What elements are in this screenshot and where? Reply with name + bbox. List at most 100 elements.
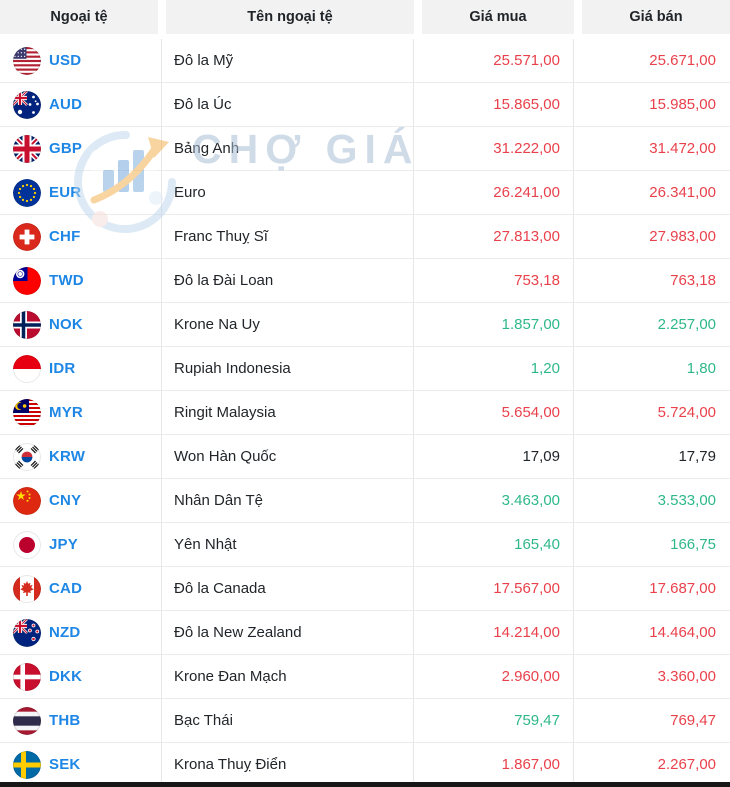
sell-price: 3.533,00 <box>657 492 716 509</box>
krw-flag-icon <box>13 442 41 471</box>
sell-price: 2.267,00 <box>657 756 716 773</box>
buy-price: 15.865,00 <box>493 96 560 113</box>
currency-cell: CAD <box>0 574 162 603</box>
currency-cell: NOK <box>0 310 162 339</box>
sell-price: 3.360,00 <box>657 668 716 685</box>
sell-price: 31.472,00 <box>649 140 716 157</box>
currency-name: Won Hàn Quốc <box>174 448 277 465</box>
currency-name: Bạc Thái <box>174 712 233 729</box>
sell-price: 166,75 <box>670 536 716 553</box>
buy-price: 5.654,00 <box>501 404 560 421</box>
currency-name: Đô la Úc <box>174 96 232 113</box>
currency-name: Krone Na Uy <box>174 316 260 333</box>
currency-row-eur[interactable]: EUR Euro 26.241,00 26.341,00 <box>0 171 730 215</box>
currency-code: NOK <box>49 316 83 333</box>
aud-flag-icon <box>13 90 41 119</box>
currency-cell: THB <box>0 706 162 735</box>
buy-price: 1,20 <box>530 360 560 377</box>
sell-price: 17,79 <box>678 448 716 465</box>
currency-cell: CHF <box>0 222 162 251</box>
buy-price: 165,40 <box>514 536 560 553</box>
currency-name: Nhân Dân Tệ <box>174 492 263 509</box>
currency-cell: CNY <box>0 486 162 515</box>
buy-price: 17.567,00 <box>493 580 560 597</box>
currency-code: NZD <box>49 624 81 641</box>
buy-price: 27.813,00 <box>493 228 560 245</box>
currency-name: Euro <box>174 184 206 201</box>
sell-price: 763,18 <box>670 272 716 289</box>
header-buy-price: Giá mua <box>422 0 574 34</box>
buy-price: 25.571,00 <box>493 52 560 69</box>
sek-flag-icon <box>13 750 41 779</box>
cad-flag-icon <box>13 574 41 603</box>
header-currency: Ngoại tệ <box>0 0 158 34</box>
currency-row-krw[interactable]: KRW Won Hàn Quốc 17,09 17,79 <box>0 435 730 479</box>
currency-code: DKK <box>49 668 83 685</box>
currency-name: Đô la Đài Loan <box>174 272 274 289</box>
currency-cell: USD <box>0 46 162 75</box>
gbp-flag-icon <box>13 134 41 163</box>
currency-row-cny[interactable]: CNY Nhân Dân Tệ 3.463,00 3.533,00 <box>0 479 730 523</box>
buy-price: 753,18 <box>514 272 560 289</box>
bottom-bar <box>0 782 730 787</box>
currency-row-dkk[interactable]: DKK Krone Đan Mạch 2.960,00 3.360,00 <box>0 655 730 699</box>
currency-row-idr[interactable]: IDR Rupiah Indonesia 1,20 1,80 <box>0 347 730 391</box>
myr-flag-icon <box>13 398 41 427</box>
twd-flag-icon <box>13 266 41 295</box>
currency-row-jpy[interactable]: JPY Yên Nhật 165,40 166,75 <box>0 523 730 567</box>
currency-row-usd[interactable]: USD Đô la Mỹ 25.571,00 25.671,00 <box>0 39 730 83</box>
header-currency-name: Tên ngoại tệ <box>166 0 414 34</box>
table-body: USD Đô la Mỹ 25.571,00 25.671,00 AUD Đô … <box>0 39 730 787</box>
currency-row-myr[interactable]: MYR Ringit Malaysia 5.654,00 5.724,00 <box>0 391 730 435</box>
currency-cell: MYR <box>0 398 162 427</box>
currency-row-nok[interactable]: NOK Krone Na Uy 1.857,00 2.257,00 <box>0 303 730 347</box>
buy-price: 17,09 <box>522 448 560 465</box>
currency-row-chf[interactable]: CHF Franc Thuỵ Sĩ 27.813,00 27.983,00 <box>0 215 730 259</box>
currency-name: Đô la New Zealand <box>174 624 302 641</box>
currency-name: Đô la Canada <box>174 580 266 597</box>
currency-cell: JPY <box>0 530 162 559</box>
currency-row-twd[interactable]: TWD Đô la Đài Loan 753,18 763,18 <box>0 259 730 303</box>
buy-price: 1.857,00 <box>501 316 560 333</box>
chf-flag-icon <box>13 222 41 251</box>
currency-name: Krone Đan Mạch <box>174 668 287 685</box>
currency-code: GBP <box>49 140 83 157</box>
buy-price: 3.463,00 <box>501 492 560 509</box>
currency-cell: IDR <box>0 354 162 383</box>
sell-price: 15.985,00 <box>649 96 716 113</box>
currency-row-aud[interactable]: AUD Đô la Úc 15.865,00 15.985,00 <box>0 83 730 127</box>
currency-code: TWD <box>49 272 84 289</box>
currency-code: IDR <box>49 360 76 377</box>
currency-code: KRW <box>49 448 86 465</box>
sell-price: 2.257,00 <box>657 316 716 333</box>
nzd-flag-icon <box>13 618 41 647</box>
nok-flag-icon <box>13 310 41 339</box>
currency-name: Krona Thuỵ Điển <box>174 756 287 773</box>
buy-price: 26.241,00 <box>493 184 560 201</box>
header-sell-price: Giá bán <box>582 0 730 34</box>
usd-flag-icon <box>13 46 41 75</box>
sell-price: 25.671,00 <box>649 52 716 69</box>
currency-row-gbp[interactable]: GBP Bảng Anh 31.222,00 31.472,00 <box>0 127 730 171</box>
currency-row-thb[interactable]: THB Bạc Thái 759,47 769,47 <box>0 699 730 743</box>
currency-name: Ringit Malaysia <box>174 404 276 421</box>
currency-cell: GBP <box>0 134 162 163</box>
sell-price: 17.687,00 <box>649 580 716 597</box>
sell-price: 27.983,00 <box>649 228 716 245</box>
currency-row-cad[interactable]: CAD Đô la Canada 17.567,00 17.687,00 <box>0 567 730 611</box>
dkk-flag-icon <box>13 662 41 691</box>
currency-code: SEK <box>49 756 81 773</box>
eur-flag-icon <box>13 178 41 207</box>
currency-cell: EUR <box>0 178 162 207</box>
buy-price: 14.214,00 <box>493 624 560 641</box>
column-divider <box>573 39 574 787</box>
currency-name: Bảng Anh <box>174 140 240 157</box>
currency-code: CAD <box>49 580 83 597</box>
column-divider <box>161 39 162 787</box>
sell-price: 26.341,00 <box>649 184 716 201</box>
currency-row-sek[interactable]: SEK Krona Thuỵ Điển 1.867,00 2.267,00 <box>0 743 730 787</box>
currency-cell: DKK <box>0 662 162 691</box>
currency-name: Yên Nhật <box>174 536 237 553</box>
currency-row-nzd[interactable]: NZD Đô la New Zealand 14.214,00 14.464,0… <box>0 611 730 655</box>
